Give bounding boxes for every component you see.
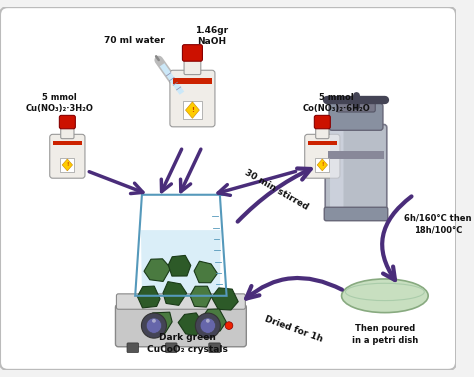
Text: 5 mmol
Cu(NO₃)₂·3H₂O: 5 mmol Cu(NO₃)₂·3H₂O bbox=[26, 93, 93, 113]
Circle shape bbox=[152, 319, 156, 323]
Polygon shape bbox=[168, 255, 191, 276]
Text: 30 min stirred: 30 min stirred bbox=[243, 168, 310, 212]
FancyBboxPatch shape bbox=[329, 103, 383, 130]
Polygon shape bbox=[163, 282, 187, 305]
Text: Dried for 1h: Dried for 1h bbox=[263, 315, 324, 344]
FancyBboxPatch shape bbox=[209, 343, 220, 352]
FancyBboxPatch shape bbox=[61, 126, 74, 139]
Bar bbox=[315, 158, 329, 172]
Text: !: ! bbox=[191, 107, 194, 113]
Text: Then poured
in a petri dish: Then poured in a petri dish bbox=[352, 324, 418, 345]
Ellipse shape bbox=[342, 279, 428, 313]
Bar bbox=[183, 101, 201, 120]
FancyBboxPatch shape bbox=[127, 343, 138, 352]
Text: 70 ml water: 70 ml water bbox=[104, 36, 165, 45]
Polygon shape bbox=[185, 102, 200, 118]
Polygon shape bbox=[141, 230, 221, 296]
Polygon shape bbox=[147, 312, 172, 335]
Bar bbox=[53, 141, 82, 145]
Polygon shape bbox=[62, 159, 73, 171]
Text: 1.46gr
NaOH: 1.46gr NaOH bbox=[195, 26, 228, 46]
Polygon shape bbox=[190, 286, 212, 307]
Circle shape bbox=[146, 318, 162, 333]
Text: !: ! bbox=[66, 162, 69, 167]
FancyBboxPatch shape bbox=[337, 97, 375, 112]
FancyBboxPatch shape bbox=[165, 343, 177, 352]
Polygon shape bbox=[144, 259, 171, 282]
FancyBboxPatch shape bbox=[50, 134, 85, 178]
FancyBboxPatch shape bbox=[0, 7, 456, 370]
Bar bbox=[60, 158, 74, 172]
FancyBboxPatch shape bbox=[314, 115, 330, 129]
Circle shape bbox=[141, 313, 166, 338]
Bar bbox=[308, 141, 337, 145]
Circle shape bbox=[206, 319, 210, 323]
Bar bbox=[328, 152, 384, 159]
Polygon shape bbox=[194, 261, 218, 283]
FancyBboxPatch shape bbox=[330, 129, 344, 212]
Text: 5 mmol
Co(NO₃)₂·6H₂O: 5 mmol Co(NO₃)₂·6H₂O bbox=[303, 93, 371, 113]
Text: 6h/160°C then
18h/100°C: 6h/160°C then 18h/100°C bbox=[404, 213, 472, 234]
FancyBboxPatch shape bbox=[325, 124, 387, 217]
Circle shape bbox=[225, 322, 233, 329]
FancyBboxPatch shape bbox=[116, 305, 246, 347]
Polygon shape bbox=[137, 286, 160, 308]
Polygon shape bbox=[178, 313, 205, 336]
FancyBboxPatch shape bbox=[59, 115, 75, 129]
Polygon shape bbox=[211, 288, 238, 310]
FancyBboxPatch shape bbox=[184, 58, 201, 75]
FancyBboxPatch shape bbox=[117, 294, 246, 309]
Polygon shape bbox=[317, 159, 328, 171]
Circle shape bbox=[200, 318, 216, 333]
Circle shape bbox=[195, 313, 220, 338]
Bar bbox=[173, 78, 212, 84]
Text: !: ! bbox=[321, 162, 324, 167]
FancyBboxPatch shape bbox=[170, 70, 215, 127]
Text: Dark green
CuCoO₂ crystals: Dark green CuCoO₂ crystals bbox=[147, 334, 228, 354]
FancyBboxPatch shape bbox=[324, 207, 388, 221]
FancyBboxPatch shape bbox=[182, 44, 202, 61]
FancyBboxPatch shape bbox=[316, 126, 329, 139]
Polygon shape bbox=[201, 309, 226, 334]
FancyBboxPatch shape bbox=[305, 134, 340, 178]
